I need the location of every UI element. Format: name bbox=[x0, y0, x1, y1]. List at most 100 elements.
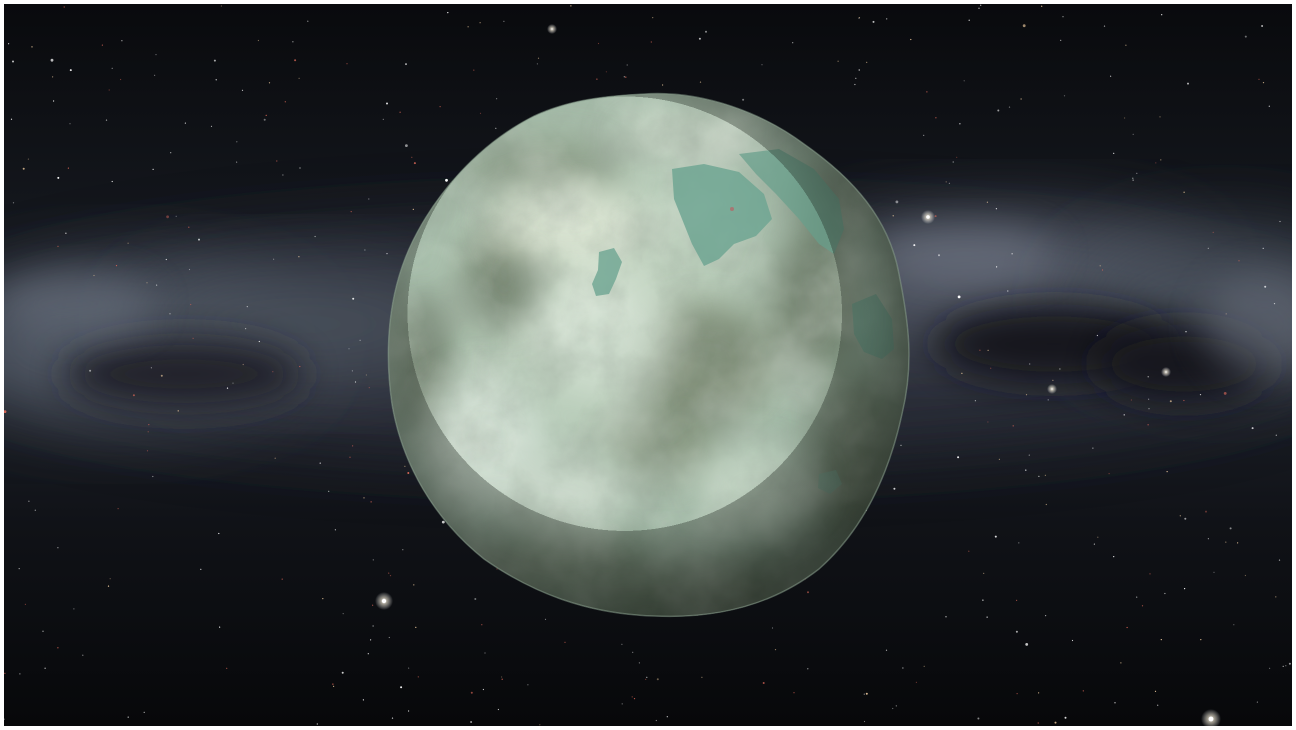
star bbox=[1020, 98, 1022, 100]
star bbox=[4, 718, 5, 720]
star bbox=[170, 152, 172, 154]
star bbox=[218, 532, 220, 535]
star bbox=[807, 668, 809, 670]
star bbox=[1179, 515, 1181, 517]
star bbox=[1101, 269, 1104, 271]
star bbox=[1015, 630, 1018, 633]
star bbox=[349, 456, 351, 458]
star bbox=[1148, 408, 1150, 410]
star bbox=[42, 630, 44, 632]
star bbox=[1082, 690, 1084, 692]
star bbox=[117, 508, 119, 510]
star bbox=[938, 254, 940, 257]
star bbox=[605, 71, 608, 73]
star bbox=[1166, 471, 1168, 473]
star bbox=[994, 535, 997, 538]
star bbox=[935, 117, 937, 119]
star bbox=[160, 374, 163, 377]
star bbox=[1016, 693, 1018, 695]
star bbox=[910, 38, 912, 41]
star bbox=[190, 303, 192, 306]
star bbox=[386, 102, 388, 105]
star bbox=[945, 616, 947, 618]
star bbox=[774, 649, 777, 651]
star bbox=[645, 678, 647, 680]
star bbox=[146, 450, 149, 452]
star bbox=[65, 232, 67, 234]
star bbox=[959, 123, 961, 125]
star bbox=[188, 226, 190, 228]
star bbox=[50, 58, 54, 62]
star bbox=[307, 20, 309, 22]
star bbox=[497, 708, 499, 711]
star bbox=[1256, 701, 1258, 703]
star bbox=[215, 79, 217, 81]
star bbox=[1092, 447, 1094, 449]
star bbox=[354, 381, 357, 383]
star bbox=[1029, 363, 1031, 365]
star bbox=[470, 691, 473, 694]
star bbox=[631, 696, 633, 698]
star bbox=[699, 81, 702, 83]
star bbox=[982, 599, 984, 601]
star bbox=[258, 340, 260, 343]
star bbox=[388, 572, 390, 574]
star bbox=[597, 42, 600, 45]
star bbox=[1285, 665, 1287, 667]
star bbox=[1041, 5, 1043, 7]
star bbox=[1207, 247, 1209, 249]
star bbox=[1185, 331, 1187, 333]
star bbox=[348, 348, 350, 350]
star bbox=[372, 604, 374, 606]
star bbox=[156, 284, 158, 286]
star bbox=[281, 578, 283, 580]
star bbox=[1125, 44, 1127, 46]
star bbox=[626, 64, 628, 66]
star bbox=[1132, 133, 1134, 135]
star bbox=[479, 112, 482, 114]
star bbox=[263, 118, 266, 121]
star bbox=[439, 106, 441, 108]
star bbox=[382, 118, 384, 120]
star bbox=[4, 672, 6, 674]
star bbox=[1262, 247, 1264, 249]
game-viewport[interactable] bbox=[4, 4, 1292, 726]
star bbox=[621, 703, 623, 705]
star bbox=[372, 559, 374, 561]
star bbox=[365, 374, 367, 376]
star bbox=[24, 603, 26, 606]
star bbox=[108, 89, 110, 91]
starfield bbox=[4, 4, 1291, 726]
star bbox=[232, 382, 234, 384]
star bbox=[316, 723, 318, 725]
star bbox=[1132, 179, 1134, 181]
star bbox=[1047, 399, 1049, 401]
star bbox=[638, 662, 641, 664]
star bbox=[8, 43, 10, 45]
star bbox=[1200, 639, 1202, 641]
star bbox=[952, 161, 954, 163]
star bbox=[334, 529, 336, 531]
star bbox=[479, 22, 481, 24]
star bbox=[1225, 541, 1227, 543]
star bbox=[570, 5, 572, 7]
star bbox=[974, 400, 977, 402]
star bbox=[858, 69, 860, 71]
star bbox=[1136, 596, 1138, 598]
star bbox=[246, 306, 248, 308]
star bbox=[405, 63, 407, 66]
star bbox=[655, 719, 657, 722]
star bbox=[902, 667, 904, 669]
star bbox=[807, 591, 809, 594]
star bbox=[405, 144, 408, 148]
star bbox=[132, 394, 135, 397]
star bbox=[1052, 379, 1054, 381]
star bbox=[292, 41, 294, 43]
star bbox=[596, 78, 598, 80]
star bbox=[1169, 400, 1172, 403]
star bbox=[1037, 722, 1039, 724]
star bbox=[184, 122, 186, 124]
star bbox=[979, 349, 981, 351]
star bbox=[57, 245, 59, 247]
star bbox=[400, 686, 403, 689]
